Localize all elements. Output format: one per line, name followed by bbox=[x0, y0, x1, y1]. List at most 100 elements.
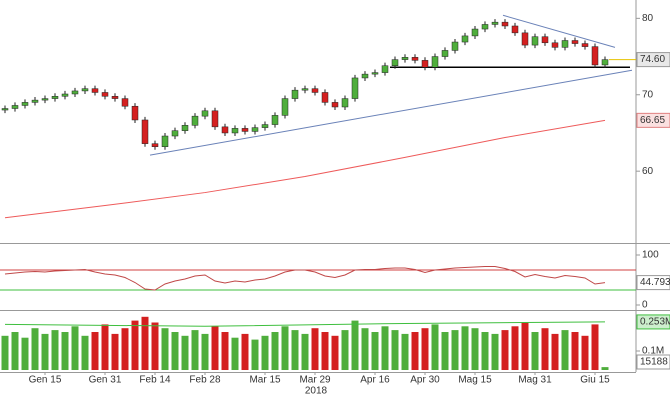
candle-body bbox=[11, 105, 19, 109]
x-tick-label: Apr 30 bbox=[410, 375, 440, 386]
candle-body bbox=[101, 92, 109, 97]
volume-bar bbox=[241, 333, 249, 370]
candle-body bbox=[441, 50, 449, 57]
volume-bar bbox=[511, 326, 519, 370]
volume-bar bbox=[601, 367, 609, 370]
volume-bar bbox=[31, 328, 39, 370]
candle-body bbox=[571, 40, 579, 44]
candle-body bbox=[341, 98, 349, 108]
y-tick-label: 70 bbox=[642, 89, 654, 100]
rsi-label: 44.7935 bbox=[640, 277, 670, 288]
volume-bar bbox=[391, 330, 399, 370]
volume-bar bbox=[301, 333, 309, 370]
x-tick-label: Feb 28 bbox=[189, 375, 221, 386]
candle-body bbox=[411, 57, 419, 61]
volume-bar bbox=[451, 330, 459, 370]
volume-bar bbox=[181, 335, 189, 370]
volume-bar bbox=[471, 328, 479, 370]
volume-bar bbox=[371, 332, 379, 370]
candle-body bbox=[241, 128, 249, 132]
candle-body bbox=[131, 105, 139, 121]
volume-bar bbox=[331, 335, 339, 370]
candle-body bbox=[531, 36, 539, 46]
year-label: 2018 bbox=[305, 386, 328, 397]
candle-body bbox=[461, 35, 469, 43]
candle-body bbox=[161, 135, 169, 147]
x-tick-label: Mag 31 bbox=[518, 375, 552, 386]
candle-body bbox=[121, 98, 129, 107]
volume-bar bbox=[281, 326, 289, 370]
candle-body bbox=[301, 88, 309, 91]
candle-body bbox=[401, 57, 409, 60]
rsi-line bbox=[4, 266, 606, 291]
volume-bar bbox=[531, 332, 539, 370]
volume-bar bbox=[351, 320, 359, 370]
candle-body bbox=[311, 88, 319, 93]
candle-body bbox=[471, 28, 479, 37]
candle-body bbox=[251, 127, 259, 132]
candle-body bbox=[31, 99, 39, 103]
candle-body bbox=[171, 130, 179, 137]
candle-body bbox=[181, 125, 189, 131]
trend-line bbox=[502, 14, 616, 48]
rsi-tick-label: 0 bbox=[642, 300, 648, 311]
volume-last-label-box bbox=[636, 354, 670, 370]
y-tick-label: 60 bbox=[642, 166, 654, 177]
volume-average-label-box bbox=[636, 314, 670, 330]
volume-bar bbox=[61, 332, 69, 370]
volume-bar bbox=[551, 333, 559, 370]
volume-bar bbox=[21, 337, 29, 370]
candle-body bbox=[141, 119, 149, 144]
volume-bar bbox=[461, 326, 469, 370]
volume-bar bbox=[431, 324, 439, 370]
last-price-label: 74.60 bbox=[640, 54, 665, 65]
last-price-label-box bbox=[636, 52, 670, 68]
candle-body bbox=[591, 46, 599, 66]
candle-body bbox=[371, 72, 379, 75]
volume-bar bbox=[51, 330, 59, 370]
volume-bar bbox=[361, 328, 369, 370]
volume-bar bbox=[11, 332, 19, 370]
candle-body bbox=[51, 96, 59, 99]
volume-bar bbox=[141, 316, 149, 370]
volume-bar bbox=[421, 328, 429, 370]
candle-body bbox=[381, 65, 389, 73]
candle-body bbox=[91, 88, 99, 93]
volume-bar bbox=[171, 332, 179, 370]
volume-bar bbox=[571, 332, 579, 370]
candle-body bbox=[601, 59, 609, 66]
candle-body bbox=[71, 90, 79, 95]
candle-body bbox=[481, 24, 489, 30]
volume-bar bbox=[201, 333, 209, 370]
volume-bar bbox=[251, 339, 259, 370]
candle-body bbox=[221, 126, 229, 134]
volume-bar bbox=[491, 333, 499, 370]
volume-bar bbox=[521, 322, 529, 370]
volume-last-label: 15188 bbox=[640, 357, 668, 368]
candle-body bbox=[521, 32, 529, 46]
x-tick-label: Mar 15 bbox=[249, 375, 281, 386]
volume-bar bbox=[561, 330, 569, 370]
candle-body bbox=[491, 21, 499, 25]
candle-body bbox=[201, 110, 209, 117]
volume-bar bbox=[591, 324, 599, 370]
volume-bar bbox=[101, 324, 109, 370]
candle-body bbox=[21, 102, 29, 106]
ma-label: 66.65 bbox=[640, 115, 665, 126]
volume-bar bbox=[271, 332, 279, 370]
candle-body bbox=[281, 98, 289, 116]
candle-body bbox=[81, 88, 89, 92]
volume-bar bbox=[441, 332, 449, 370]
x-tick-label: Gen 31 bbox=[89, 375, 122, 386]
volume-bar bbox=[311, 328, 319, 370]
volume-bar bbox=[191, 330, 199, 370]
candle-body bbox=[1, 108, 9, 111]
x-tick-label: Mar 29 bbox=[299, 375, 331, 386]
x-tick-label: Mag 15 bbox=[458, 375, 492, 386]
candle-body bbox=[501, 21, 509, 27]
x-tick-label: Gen 15 bbox=[29, 375, 62, 386]
candle-body bbox=[421, 60, 429, 68]
volume-bar bbox=[541, 328, 549, 370]
volume-bar bbox=[151, 322, 159, 370]
